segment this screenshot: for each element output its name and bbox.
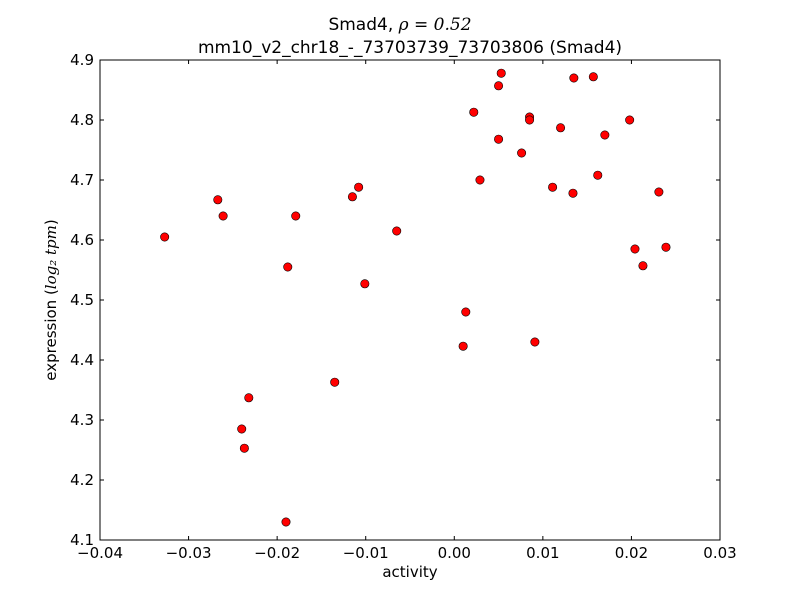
data-point: [244, 393, 254, 403]
data-point: [494, 81, 504, 91]
x-tick-label: 0.00: [438, 544, 471, 562]
x-tick-label: 0.03: [703, 544, 736, 562]
y-tick-label: 4.5: [70, 291, 94, 309]
data-point: [661, 242, 671, 252]
data-point: [525, 115, 535, 125]
data-point: [392, 226, 402, 236]
data-point: [548, 182, 558, 192]
points-layer: [160, 68, 671, 527]
data-point: [556, 123, 566, 133]
data-point: [347, 192, 357, 202]
data-point: [160, 232, 170, 242]
data-point: [239, 443, 249, 453]
x-tick-label: 0.02: [615, 544, 648, 562]
data-point: [588, 72, 598, 82]
data-point: [469, 107, 479, 117]
y-tick-label: 4.9: [70, 51, 94, 69]
x-tick-label: −0.01: [343, 544, 389, 562]
x-tick-label: −0.04: [77, 544, 123, 562]
y-axis: 4.1 4.2 4.3 4.4 4.5 4.6 4.7 4.8 4.9: [70, 51, 720, 549]
chart-title-line1: Smad4, ρ = 0.52: [328, 15, 471, 35]
chart-title-line2: mm10_v2_chr18_-_73703739_73703806 (Smad4…: [198, 38, 622, 58]
data-point: [461, 307, 471, 317]
data-point: [517, 148, 527, 158]
data-point: [654, 187, 664, 197]
x-axis: −0.04 −0.03 −0.02 −0.01 0.00 0.01 0.02 0.03: [77, 60, 737, 562]
data-point: [625, 115, 635, 125]
data-point: [360, 279, 370, 289]
data-point: [475, 175, 485, 185]
y-tick-label: 4.4: [70, 351, 94, 369]
data-point: [630, 244, 640, 254]
data-point: [638, 261, 648, 271]
plot-frame: [99, 59, 721, 541]
x-tick-label: 0.01: [526, 544, 559, 562]
x-axis-label: activity: [382, 563, 437, 581]
y-tick-label: 4.6: [70, 231, 94, 249]
data-point: [496, 68, 506, 78]
y-axis-label: expression (log₂ tpm): [42, 219, 60, 380]
data-point: [568, 188, 578, 198]
data-point: [218, 211, 228, 221]
data-point: [291, 211, 301, 221]
y-tick-label: 4.8: [70, 111, 94, 129]
y-tick-label: 4.3: [70, 411, 94, 429]
data-point: [213, 195, 223, 205]
data-point: [283, 262, 293, 272]
data-point: [600, 130, 610, 140]
y-tick-label: 4.1: [70, 531, 94, 549]
data-point: [530, 337, 540, 347]
data-point: [354, 182, 364, 192]
y-tick-label: 4.2: [70, 471, 94, 489]
data-point: [330, 377, 340, 387]
data-point: [281, 517, 291, 527]
x-tick-label: −0.03: [166, 544, 212, 562]
y-tick-label: 4.7: [70, 171, 94, 189]
x-tick-label: −0.02: [254, 544, 300, 562]
data-point: [593, 170, 603, 180]
data-point: [494, 134, 504, 144]
data-point: [458, 341, 468, 351]
data-point: [237, 424, 247, 434]
data-point: [569, 73, 579, 83]
